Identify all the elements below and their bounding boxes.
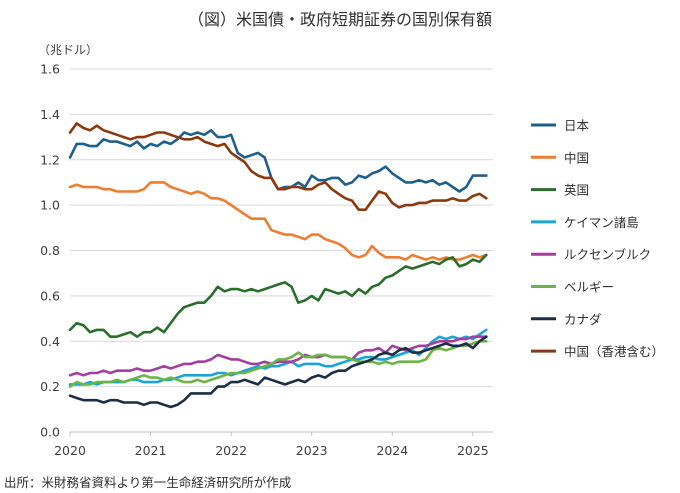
y-tick-label: 1.6: [40, 62, 60, 77]
y-tick-label: 0.2: [40, 379, 60, 394]
y-axis-unit-label: （兆ドル）: [38, 43, 99, 57]
source-note: 出所：米財務省資料より第一生命経済研究所が作成: [4, 475, 292, 490]
x-tick-label: 2023: [296, 443, 328, 458]
axes: 0.0 0.2 0.4 0.6 0.8 1.0 1.2 1.4 1.6 2020 2021 2022 2…: [40, 62, 489, 459]
y-tick-label: 0.6: [40, 288, 60, 303]
x-tick-label: 2020: [54, 443, 86, 458]
series-line-3: [68, 328, 488, 386]
series-line-7: [68, 122, 488, 211]
x-tick-label: 2022: [215, 443, 247, 458]
grid-lines: [70, 68, 493, 433]
x-tick-label: 2025: [457, 443, 489, 458]
legend-label-1: 中国: [564, 150, 589, 165]
legend-label-5: ベルギー: [564, 280, 614, 295]
series-line-4: [68, 335, 488, 377]
y-tick-label: 1.4: [40, 107, 60, 122]
series-line-6: [68, 335, 488, 409]
series-line-1: [68, 181, 488, 261]
legend-label-6: カナダ: [564, 312, 602, 327]
chart-title: （図）米国債・政府短期証券の国別保有額: [187, 10, 492, 29]
series-line-5: [68, 339, 488, 388]
x-tick-label: 2024: [376, 443, 408, 458]
x-tick-label: 2021: [135, 443, 167, 458]
legend-label-4: ルクセンブルク: [564, 247, 651, 262]
series-lines: [68, 122, 488, 409]
y-tick-label: 1.0: [40, 198, 60, 213]
legend-label-2: 英国: [564, 183, 589, 198]
y-tick-label: 1.2: [40, 152, 60, 167]
y-tick-label: 0.4: [40, 334, 60, 349]
series-line-2: [68, 253, 488, 339]
y-tick-label: 0.0: [40, 425, 60, 440]
legend-label-3: ケイマン諸島: [564, 215, 639, 230]
legend-label-0: 日本: [564, 118, 590, 133]
legend-label-7: 中国（香港含む）: [564, 344, 664, 359]
y-tick-label: 0.8: [40, 243, 60, 258]
